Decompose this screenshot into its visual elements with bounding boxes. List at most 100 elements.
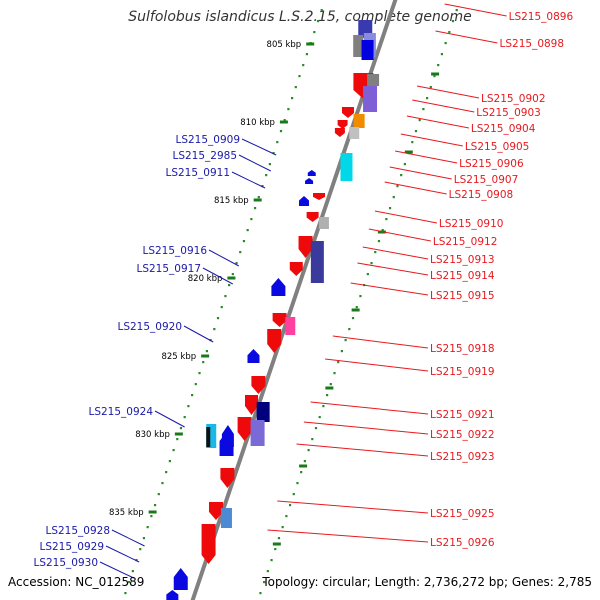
gene-box xyxy=(353,114,365,128)
track-dot-left xyxy=(202,361,205,364)
track-dot-left xyxy=(250,218,253,221)
gene-label-right: LS215_0923 xyxy=(430,451,495,463)
track-dot-right xyxy=(311,438,314,441)
label-leader-right xyxy=(412,99,475,113)
gene-label-right: LS215_0906 xyxy=(459,158,524,170)
tick-label: 825 kbp xyxy=(161,352,196,362)
track-dot-right xyxy=(374,251,377,254)
track-dot-right xyxy=(259,592,262,595)
label-leader-right xyxy=(444,3,507,17)
track-dot-left xyxy=(239,251,242,254)
gene-arrow-forward xyxy=(245,395,259,415)
track-dot-left xyxy=(187,405,190,408)
track-dot-right xyxy=(270,559,273,562)
gene-label-right: LS215_0902 xyxy=(481,93,546,105)
track-dot-right xyxy=(281,526,284,529)
track-dot-left xyxy=(246,229,249,232)
gene-arrow-forward xyxy=(220,468,235,488)
gene-label-left: LS215_2985 xyxy=(172,150,237,162)
label-leader-left xyxy=(202,267,234,285)
track-dot-left xyxy=(235,262,238,265)
track-dot-left xyxy=(176,438,179,441)
gene-label-left: LS215_0917 xyxy=(136,263,201,275)
gene-arrow-forward xyxy=(298,236,313,258)
label-leader-left xyxy=(238,154,272,172)
tick-mark-right xyxy=(404,150,413,154)
label-leader-left xyxy=(99,561,134,579)
track-dot-right xyxy=(426,97,429,100)
track-dot-right xyxy=(392,196,395,199)
gene-box xyxy=(318,217,329,229)
track-dot-left xyxy=(257,196,260,199)
tick-label: 835 kbp xyxy=(109,508,144,518)
track-dot-left xyxy=(161,482,164,485)
track-dot-right xyxy=(307,449,310,452)
gene-arrow-reverse xyxy=(299,196,310,206)
track-dot-right xyxy=(396,185,399,188)
label-leader-left xyxy=(208,249,240,267)
track-dot-right xyxy=(429,86,432,89)
gene-box xyxy=(310,241,324,283)
track-dot-left xyxy=(272,152,275,155)
gene-label-right: LS215_0921 xyxy=(430,409,495,421)
track-dot-right xyxy=(266,570,269,573)
gene-box-top xyxy=(353,35,364,57)
gene-arrow-forward xyxy=(208,502,223,520)
label-leader-right xyxy=(395,150,458,164)
gene-label-right: LS215_0926 xyxy=(430,537,495,549)
tick-mark xyxy=(174,432,183,436)
track-dot-left xyxy=(313,31,316,34)
track-dot-right xyxy=(322,405,325,408)
track-dot-right xyxy=(440,53,444,56)
tick-mark xyxy=(306,42,315,46)
track-dot-left xyxy=(294,86,297,89)
track-dot-right xyxy=(300,471,303,474)
label-leader-right xyxy=(416,85,480,99)
track-dot-right xyxy=(333,372,336,375)
track-dot-left xyxy=(298,75,301,78)
track-dot-left xyxy=(302,64,305,67)
label-leader-right xyxy=(389,166,452,180)
gene-label-right: LS215_0915 xyxy=(430,290,495,302)
accession-text: Accession: NC_012589 xyxy=(8,575,145,589)
gene-label-right: LS215_0913 xyxy=(430,254,495,266)
track-dot-left xyxy=(287,108,290,111)
track-dot-left xyxy=(283,119,286,122)
tick-mark xyxy=(148,510,157,514)
gene-arrow-forward xyxy=(272,313,287,327)
track-dot-left xyxy=(135,559,138,562)
track-dot-left xyxy=(139,548,142,551)
gene-arrow-forward xyxy=(341,107,354,118)
track-dot-right xyxy=(388,207,392,210)
gene-label-right: LS215_0914 xyxy=(430,270,495,282)
gene-label-right: LS215_0912 xyxy=(433,236,498,248)
label-leader-right xyxy=(357,262,429,276)
track-dot-right xyxy=(337,361,340,364)
gene-label-right: LS215_0904 xyxy=(471,123,536,135)
track-dot-right xyxy=(451,20,455,23)
label-leader-right xyxy=(362,246,429,260)
track-dot-right xyxy=(285,515,288,518)
label-leader-left xyxy=(231,171,266,189)
gene-arrow-reverse xyxy=(307,170,316,176)
label-leader-right xyxy=(350,282,429,296)
tick-mark xyxy=(201,354,210,358)
tick-mark xyxy=(253,198,262,202)
gene-label-right: LS215_0919 xyxy=(430,366,495,378)
gene-label-right: LS215_0903 xyxy=(476,107,541,119)
label-leader-right xyxy=(267,529,429,543)
gene-box xyxy=(285,317,296,335)
label-leader-right xyxy=(277,500,429,514)
label-leader-right xyxy=(435,30,498,44)
track-dot-left xyxy=(242,240,246,243)
gene-arrow-reverse xyxy=(247,349,260,363)
track-dot-right xyxy=(414,130,418,133)
tick-mark xyxy=(227,276,236,280)
track-dot-left xyxy=(224,295,227,298)
tick-mark xyxy=(279,120,288,124)
track-dot-right xyxy=(433,75,436,78)
gene-box xyxy=(349,127,360,139)
gene-arrow-reverse xyxy=(173,568,188,590)
track-dot-right xyxy=(274,548,277,551)
